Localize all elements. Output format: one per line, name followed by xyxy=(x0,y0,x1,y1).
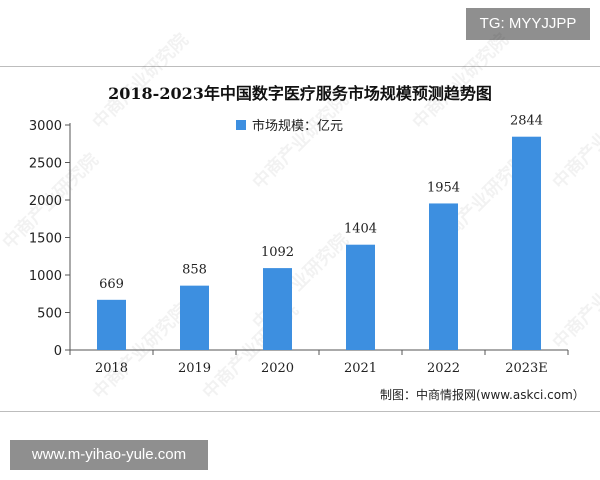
bar-value-label: 1954 xyxy=(427,180,460,195)
y-tick-label: 500 xyxy=(37,307,62,322)
bar xyxy=(97,299,126,350)
bottom-watermark-tag: www.m-yihao-yule.com xyxy=(10,440,208,470)
y-tick-label: 1500 xyxy=(29,232,62,247)
x-tick-label: 2019 xyxy=(178,361,211,376)
bar-value-label: 2844 xyxy=(510,114,543,129)
bar-value-label: 1092 xyxy=(261,245,294,260)
y-tick-label: 2000 xyxy=(29,194,62,209)
chart-title: 2018-2023年中国数字医疗服务市场规模预测趋势图 xyxy=(108,84,492,103)
y-tick-label: 3000 xyxy=(29,119,62,134)
source-note: 制图：中商情报网(www.askci.com） xyxy=(380,388,585,402)
watermark-text: 中商产业研究院 xyxy=(548,249,600,354)
y-tick-label: 2500 xyxy=(29,157,62,172)
y-tick-label: 1000 xyxy=(29,269,62,284)
bar xyxy=(263,268,292,350)
bar-value-label: 669 xyxy=(99,277,124,292)
bar xyxy=(429,203,458,350)
x-tick-label: 2018 xyxy=(95,361,128,376)
bar xyxy=(346,244,375,350)
x-tick-label: 2023E xyxy=(505,361,548,376)
bar-value-label: 858 xyxy=(182,263,207,278)
bar xyxy=(180,285,209,350)
legend-label: 市场规模：亿元 xyxy=(252,118,343,134)
legend-swatch xyxy=(236,120,246,130)
bar xyxy=(512,136,541,350)
watermark-text: 中商产业研究院 xyxy=(548,89,600,194)
bar-value-label: 1404 xyxy=(344,222,377,237)
watermark-text: 中商产业研究院 xyxy=(248,89,353,194)
top-watermark-tag: TG: MYYJJPP xyxy=(466,8,590,40)
x-tick-label: 2022 xyxy=(427,361,460,376)
chart-panel xyxy=(0,66,600,412)
y-tick-label: 0 xyxy=(54,344,62,359)
x-tick-label: 2021 xyxy=(344,361,377,376)
x-tick-label: 2020 xyxy=(261,361,294,376)
